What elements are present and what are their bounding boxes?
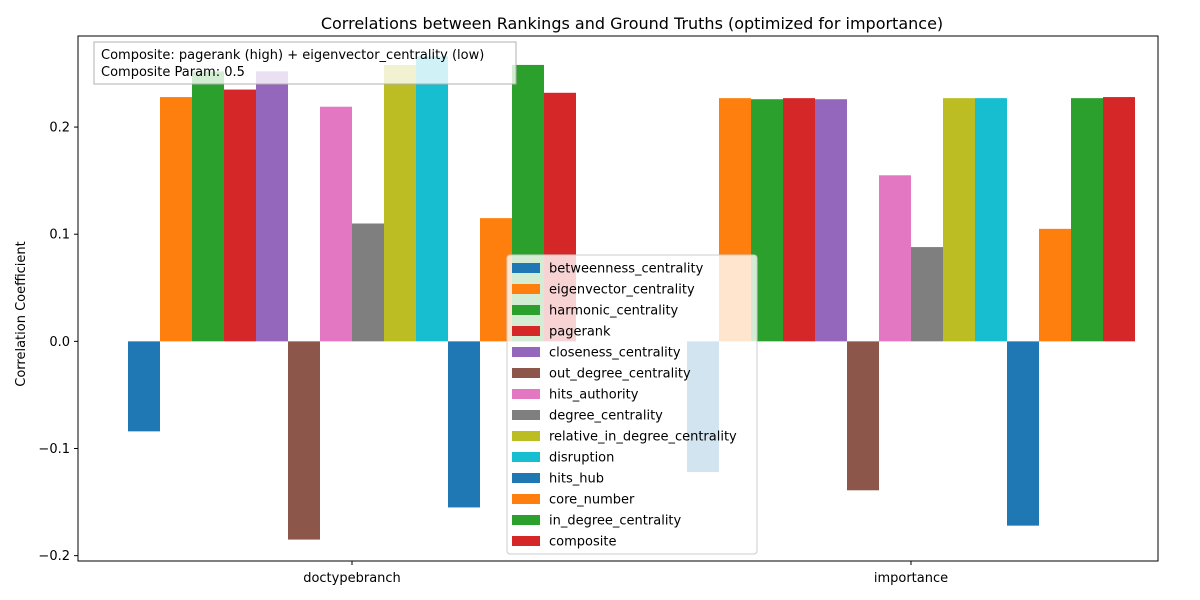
legend-label-harmonic_centrality: harmonic_centrality	[549, 304, 679, 319]
bars-layer	[128, 56, 1135, 540]
bar-degree_centrality-doctypebranch	[352, 223, 384, 342]
y-tick-label: 0.2	[49, 121, 70, 136]
legend-label-hits_hub: hits_hub	[549, 472, 604, 487]
legend-swatch-betweenness_centrality	[512, 263, 540, 273]
bar-closeness_centrality-doctypebranch	[256, 71, 288, 342]
legend-label-betweenness_centrality: betweenness_centrality	[549, 262, 704, 277]
bar-closeness_centrality-importance	[815, 99, 847, 342]
legend-swatch-pagerank	[512, 326, 540, 336]
x-tick-label: importance	[874, 571, 948, 586]
bar-pagerank-importance	[783, 98, 815, 342]
legend-swatch-disruption	[512, 452, 540, 462]
legend-swatch-degree_centrality	[512, 410, 540, 420]
y-tick-label: 0.1	[49, 228, 70, 243]
y-tick-label: −0.2	[38, 549, 70, 564]
legend-swatch-composite	[512, 536, 540, 546]
legend-swatch-closeness_centrality	[512, 347, 540, 357]
y-tick-label: −0.1	[38, 442, 70, 457]
legend-box	[506, 254, 758, 555]
bar-disruption-importance	[975, 98, 1007, 342]
y-axis-title: Correlation Coefficient	[14, 241, 29, 387]
y-tick-label: 0.0	[49, 335, 70, 350]
legend-label-degree_centrality: degree_centrality	[549, 409, 663, 424]
bar-hits_authority-doctypebranch	[320, 106, 352, 342]
plot-frame	[77, 35, 1159, 562]
axes-layer: −0.2 −0.1 0.0 0.1 0.2 doctypebranch importance	[38, 35, 1159, 586]
legend-swatch-hits_hub	[512, 473, 540, 483]
legend-swatch-in_degree_centrality	[512, 515, 540, 525]
legend-swatch-out_degree_centrality	[512, 368, 540, 378]
legend-swatch-harmonic_centrality	[512, 305, 540, 315]
legend-label-disruption: disruption	[549, 451, 614, 466]
legend-label-relative_in_degree_centrality: relative_in_degree_centrality	[549, 430, 737, 445]
bar-disruption-doctypebranch	[416, 56, 448, 342]
legend-label-composite: composite	[549, 535, 616, 550]
bar-in_degree_centrality-importance	[1071, 98, 1103, 342]
legend-label-in_degree_centrality: in_degree_centrality	[549, 514, 682, 529]
bar-degree_centrality-importance	[911, 247, 943, 342]
bar-eigenvector_centrality-doctypebranch	[160, 97, 192, 342]
bar-harmonic_centrality-doctypebranch	[192, 71, 224, 342]
x-tick-label: doctypebranch	[303, 571, 401, 586]
chart-title: Correlations between Rankings and Ground…	[321, 14, 943, 33]
bar-betweenness_centrality-doctypebranch	[128, 341, 160, 432]
legend-swatch-relative_in_degree_centrality	[512, 431, 540, 441]
legend: betweenness_centrality eigenvector_centra…	[506, 254, 758, 555]
legend-label-core_number: core_number	[549, 493, 635, 508]
composite-annotation: Composite: pagerank (high) + eigenvector…	[93, 41, 517, 85]
bar-out_degree_centrality-doctypebranch	[288, 341, 320, 540]
legend-swatch-eigenvector_centrality	[512, 284, 540, 294]
legend-label-pagerank: pagerank	[549, 325, 611, 340]
bar-pagerank-doctypebranch	[224, 89, 256, 342]
bar-hits_hub-importance	[1007, 341, 1039, 526]
bar-relative_in_degree_centrality-doctypebranch	[384, 64, 416, 342]
bar-composite-importance	[1103, 97, 1135, 342]
bar-relative_in_degree_centrality-importance	[943, 98, 975, 342]
annotation-line-1: Composite: pagerank (high) + eigenvector…	[101, 48, 484, 63]
legend-swatch-core_number	[512, 494, 540, 504]
legend-label-out_degree_centrality: out_degree_centrality	[549, 367, 691, 382]
bar-out_degree_centrality-importance	[847, 341, 879, 491]
legend-swatch-hits_authority	[512, 389, 540, 399]
legend-label-closeness_centrality: closeness_centrality	[549, 346, 681, 361]
bar-core_number-importance	[1039, 228, 1071, 342]
annotation-line-2: Composite Param: 0.5	[101, 65, 245, 80]
bar-hits_authority-importance	[879, 175, 911, 342]
bar-hits_hub-doctypebranch	[448, 341, 480, 508]
legend-label-eigenvector_centrality: eigenvector_centrality	[549, 283, 695, 298]
legend-label-hits_authority: hits_authority	[549, 388, 639, 403]
